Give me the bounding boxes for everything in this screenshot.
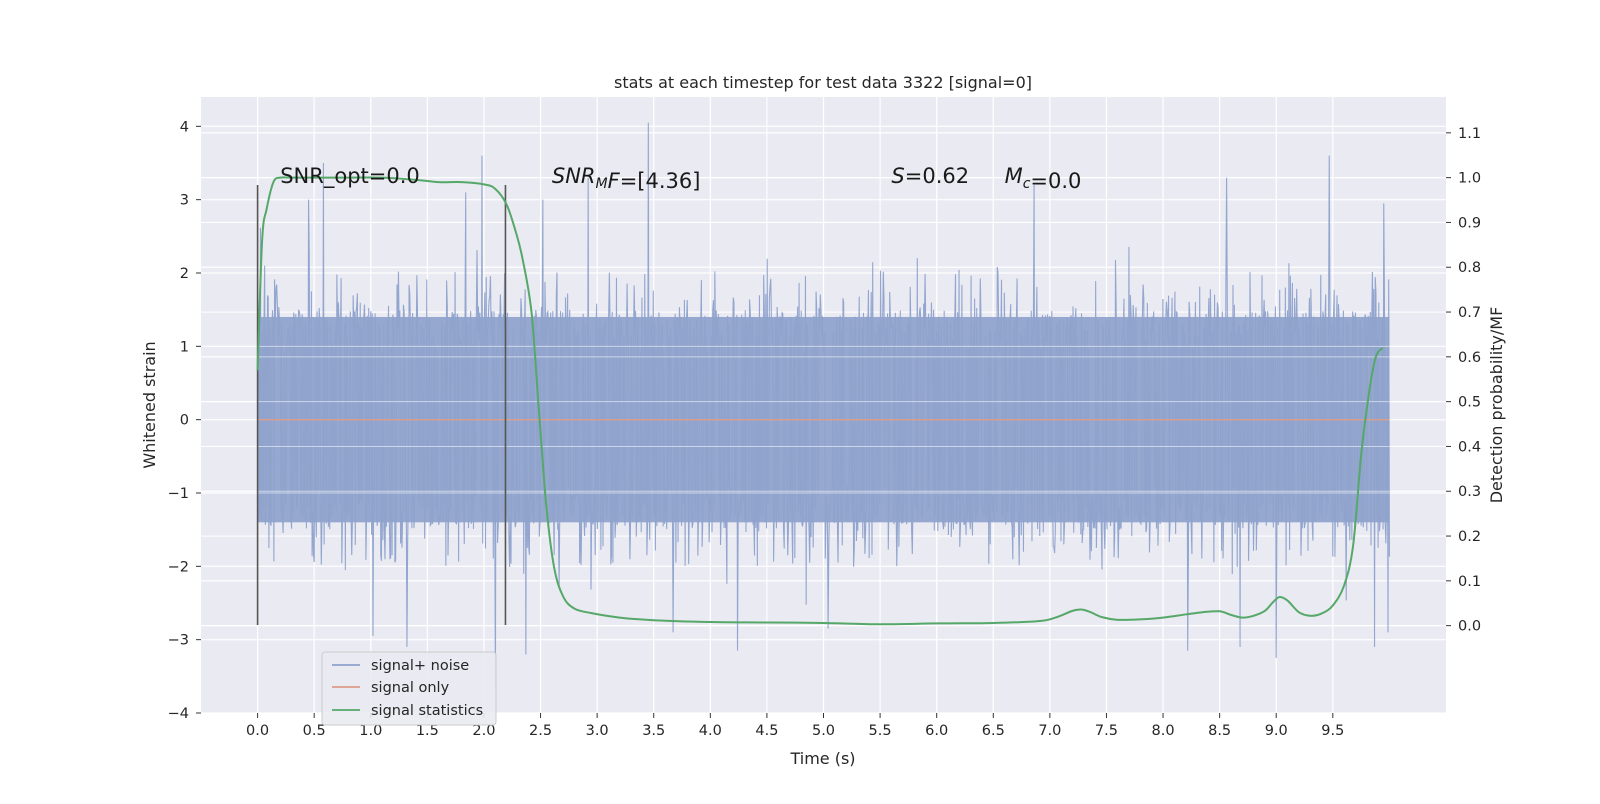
y-tick-label: −1: [168, 486, 189, 502]
annotation-part: S: [891, 164, 904, 188]
annotation-part: c: [1023, 176, 1031, 192]
y2-tick-label: 0.9: [1458, 215, 1481, 231]
x-tick-label: 7.5: [1095, 723, 1118, 739]
y-tick-label: 3: [180, 193, 189, 209]
annotation-text: SNRMF=[4.36]: [552, 164, 701, 193]
y2-tick-label: 0.5: [1458, 395, 1481, 411]
x-tick-label: 3.5: [642, 723, 665, 739]
legend: signal+ noise signal only signal statist…: [321, 651, 497, 726]
chart-title: stats at each timestep for test data 332…: [614, 73, 1032, 92]
y2-tick-label: 0.1: [1458, 574, 1481, 590]
x-axis-ticks: 0.0 0.5 1.0 1.5 2.0 2.5 3.0 3.5 4.0 4.5 5.0 5.5 6.0 6…: [246, 713, 1344, 739]
y2-tick-label: 0.6: [1458, 350, 1481, 366]
x-axis-label: Time (s): [789, 749, 855, 768]
y2-axis-ticks: 0.0 0.1 0.2 0.3 0.4 0.5 0.6 0.7 0.8 0.9 1.0 1.1: [1446, 126, 1481, 635]
y-tick-label: 2: [180, 266, 189, 282]
annotations: SNR_opt=0.0 SNRMF=[4.36] S=0.62 Mc=0.0: [280, 164, 1081, 193]
x-tick-label: 9.0: [1265, 723, 1288, 739]
annotation-part: SNR: [552, 164, 596, 188]
x-tick-label: 5.5: [869, 723, 892, 739]
x-tick-label: 5.0: [812, 723, 835, 739]
y2-tick-label: 0.8: [1458, 260, 1481, 276]
y-axis-label: Whitened strain: [140, 341, 159, 468]
x-tick-label: 7.0: [1038, 723, 1061, 739]
vertical-markers: [256, 185, 507, 625]
annotation-text: SNR_opt=0.0: [280, 164, 420, 189]
y2-tick-label: 1.0: [1458, 171, 1481, 187]
legend-label-signal-statistics: signal statistics: [371, 703, 483, 719]
y2-tick-label: 0.3: [1458, 484, 1481, 500]
y-tick-label: −3: [168, 633, 189, 649]
noise-line: [257, 122, 1390, 688]
y-tick-label: 4: [180, 119, 189, 135]
y2-tick-label: 0.4: [1458, 439, 1481, 455]
annotation-part: =[4.36]: [620, 169, 701, 193]
y-axis-ticks: −4 −3 −2 −1 0 1 2 3 4: [168, 119, 201, 722]
annotation-text: Mc=0.0: [1005, 164, 1082, 193]
x-tick-label: 0.0: [246, 723, 269, 739]
x-tick-label: 6.5: [982, 723, 1005, 739]
annotation-part: =0.62: [905, 164, 969, 188]
annotation-part: M: [1005, 164, 1023, 188]
annotation-part: F: [608, 169, 621, 193]
y2-tick-label: 1.1: [1458, 126, 1481, 142]
legend-box: [321, 651, 497, 726]
annotation-part: =0.0: [1030, 169, 1081, 193]
statistics-line: [256, 176, 1384, 626]
y2-tick-label: 0.7: [1458, 305, 1481, 321]
x-tick-label: 4.5: [755, 723, 778, 739]
y2-tick-label: 0.2: [1458, 529, 1481, 545]
annotation-text: S=0.62: [891, 164, 969, 188]
x-tick-label: 1.0: [359, 723, 382, 739]
x-tick-label: 2.0: [472, 723, 495, 739]
y-tick-label: 0: [180, 413, 189, 429]
x-tick-label: 3.0: [586, 723, 609, 739]
legend-label-signal-only: signal only: [371, 680, 450, 696]
legend-label-signal-noise: signal+ noise: [371, 658, 469, 674]
y2-axis-label: Detection probability/MF: [1487, 307, 1506, 504]
y-tick-label: 1: [180, 339, 189, 355]
x-tick-label: 0.5: [303, 723, 326, 739]
x-tick-label: 2.5: [529, 723, 552, 739]
x-tick-label: 9.5: [1321, 723, 1344, 739]
x-tick-label: 4.0: [699, 723, 722, 739]
x-tick-label: 8.0: [1152, 723, 1175, 739]
y-tick-label: −2: [168, 559, 189, 575]
annotation-part: M: [596, 176, 608, 192]
series-signal-statistics: [256, 176, 1384, 626]
y2-tick-label: 0.0: [1458, 619, 1481, 635]
y-tick-label: −4: [168, 706, 189, 722]
x-tick-label: 8.5: [1208, 723, 1231, 739]
x-tick-label: 1.5: [416, 723, 439, 739]
x-tick-label: 6.0: [925, 723, 948, 739]
annotation-part: SNR_opt=0.0: [280, 164, 420, 189]
